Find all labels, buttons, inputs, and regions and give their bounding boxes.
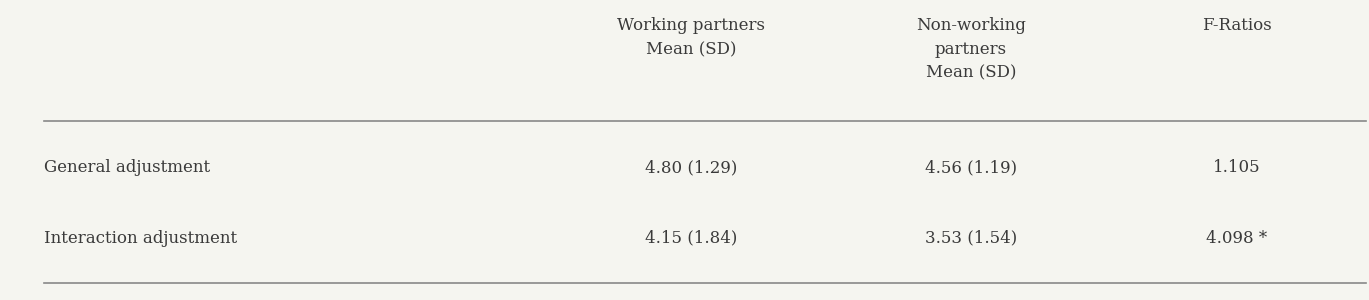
Text: 4.56 (1.19): 4.56 (1.19)	[925, 159, 1017, 176]
Text: 4.15 (1.84): 4.15 (1.84)	[645, 230, 738, 247]
Text: General adjustment: General adjustment	[44, 159, 209, 176]
Text: Interaction adjustment: Interaction adjustment	[44, 230, 237, 247]
Text: 1.105: 1.105	[1213, 159, 1261, 176]
Text: Working partners
Mean (SD): Working partners Mean (SD)	[617, 17, 765, 58]
Text: 4.80 (1.29): 4.80 (1.29)	[645, 159, 738, 176]
Text: 3.53 (1.54): 3.53 (1.54)	[924, 230, 1017, 247]
Text: F-Ratios: F-Ratios	[1202, 17, 1272, 34]
Text: 4.098 *: 4.098 *	[1206, 230, 1268, 247]
Text: Non-working
partners
Mean (SD): Non-working partners Mean (SD)	[916, 17, 1025, 82]
